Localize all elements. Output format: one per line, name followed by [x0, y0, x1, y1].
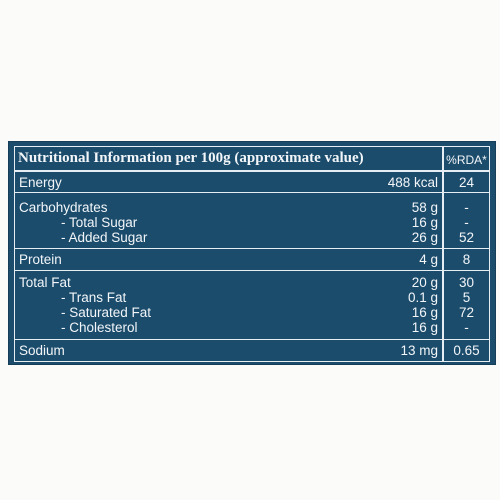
row-label-trans-fat: - Trans Fat [61, 290, 127, 305]
rule-right [489, 146, 490, 362]
rule-fat [14, 339, 490, 340]
row-label-added-sugar: - Added Sugar [61, 230, 148, 245]
row-rda-energy: 24 [458, 175, 475, 190]
row-rda-added-sugar: 52 [458, 230, 475, 245]
rule-value-divider [442, 146, 444, 362]
rule-protein [14, 270, 490, 271]
row-rda-carbohydrates: - [464, 200, 469, 215]
rda-header: %RDA* [446, 153, 487, 167]
row-label-energy: Energy [19, 175, 62, 190]
row-label-total-fat: Total Fat [19, 275, 71, 290]
row-label-carbohydrates: Carbohydrates [19, 200, 108, 215]
rule-carbs [14, 248, 490, 249]
row-value-energy: 488 kcal [387, 175, 438, 190]
rule-header [14, 170, 490, 172]
row-rda-saturated-fat: 72 [458, 305, 475, 320]
row-rda-sodium: 0.65 [453, 343, 480, 358]
row-value-total-sugar: 16 g [411, 215, 438, 230]
row-rda-cholesterol: - [464, 320, 469, 335]
row-label-protein: Protein [19, 252, 62, 267]
row-label-total-sugar: - Total Sugar [61, 215, 138, 230]
row-value-cholesterol: 16 g [411, 320, 438, 335]
row-value-carbohydrates: 58 g [411, 200, 438, 215]
row-label-sodium: Sodium [19, 343, 65, 358]
row-label-cholesterol: - Cholesterol [61, 320, 138, 335]
row-value-added-sugar: 26 g [411, 230, 438, 245]
row-rda-total-fat: 30 [458, 275, 475, 290]
row-value-sodium: 13 mg [400, 343, 438, 358]
rule-energy [14, 192, 490, 193]
rule-left [14, 146, 15, 362]
rule-bottom [14, 361, 490, 362]
rule-top [14, 146, 490, 147]
row-value-trans-fat: 0.1 g [407, 290, 438, 305]
row-rda-trans-fat: 5 [462, 290, 471, 305]
table-title: Nutritional Information per 100g (approx… [18, 150, 364, 166]
row-value-saturated-fat: 16 g [411, 305, 438, 320]
row-rda-total-sugar: - [464, 215, 469, 230]
row-value-total-fat: 20 g [411, 275, 438, 290]
row-rda-protein: 8 [462, 252, 471, 267]
nutrition-table: Nutritional Information per 100g (approx… [8, 141, 496, 365]
row-value-protein: 4 g [419, 252, 438, 267]
row-label-saturated-fat: - Saturated Fat [61, 305, 152, 320]
